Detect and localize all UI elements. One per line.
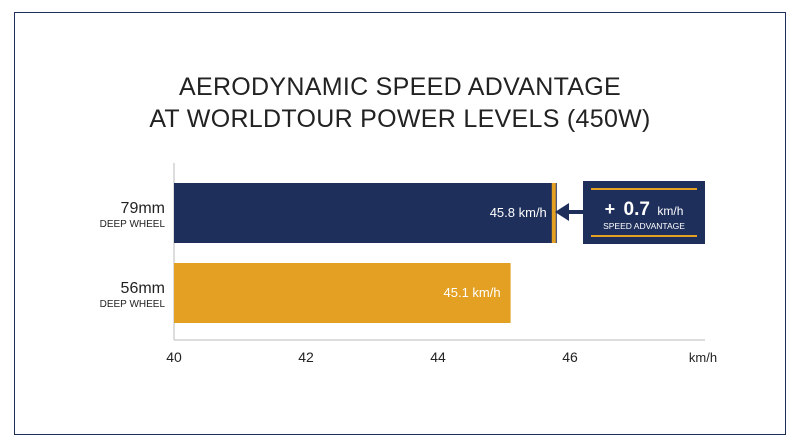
category-label-79mm: 79mm: [121, 200, 165, 217]
bar-79mm: [174, 183, 557, 243]
chart-title-line-1: AERODYNAMIC SPEED ADVANTAGE: [179, 73, 621, 101]
chart-frame: [14, 12, 786, 435]
callout-box: [583, 181, 705, 244]
bar-79mm-end-marker: [551, 183, 556, 243]
callout-unit: km/h: [657, 204, 683, 218]
arrow-left-icon: [555, 203, 586, 221]
bar-56mm: [174, 263, 511, 323]
callout-caption: SPEED ADVANTAGE: [603, 221, 685, 231]
category-sublabel-56mm: DEEP WHEEL: [100, 299, 166, 310]
callout-prefix: +: [605, 199, 616, 219]
callout-value: 0.7: [624, 199, 650, 220]
x-tick-label-44: 44: [430, 349, 446, 365]
value-label-79mm: 45.8 km/h: [490, 205, 547, 220]
x-tick-label-40: 40: [166, 349, 182, 365]
speed-advantage-callout: + 0.7 km/h SPEED ADVANTAGE: [583, 181, 705, 244]
chart-title-line-2: AT WORLDTOUR POWER LEVELS (450W): [149, 105, 650, 133]
category-label-56mm: 56mm: [121, 280, 165, 297]
x-tick-label-42: 42: [298, 349, 314, 365]
svg-text:+ 0.7 km/h: + 0.7 km/h: [605, 199, 684, 220]
x-axis-label: km/h: [689, 350, 717, 365]
value-label-56mm: 45.1 km/h: [444, 285, 501, 300]
x-tick-label-46: 46: [562, 349, 578, 365]
category-sublabel-79mm: DEEP WHEEL: [100, 219, 166, 230]
